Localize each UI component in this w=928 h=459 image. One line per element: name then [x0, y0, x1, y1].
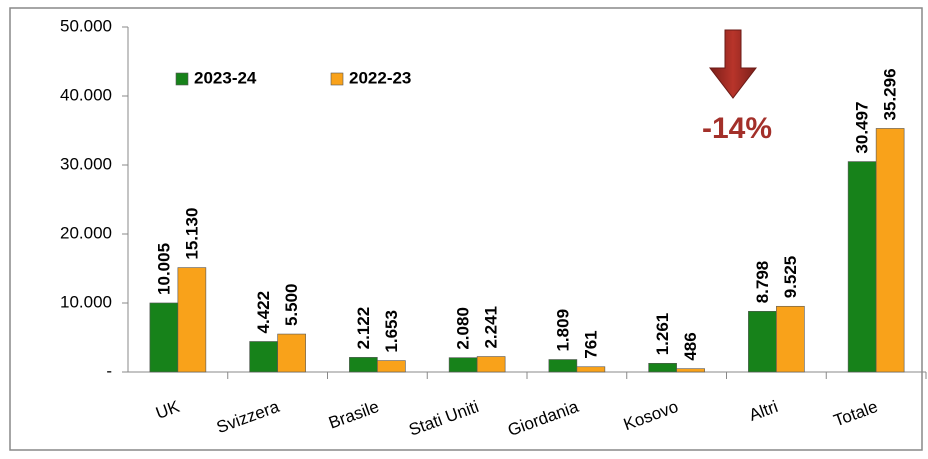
bar [448, 357, 478, 373]
legend-swatch [330, 72, 344, 86]
bar [277, 333, 306, 373]
y-tick-label: 50.000 [60, 16, 112, 35]
y-tick-label: 10.000 [60, 292, 112, 311]
bar [776, 305, 805, 373]
value-label: 10.005 [154, 243, 173, 295]
value-label: 4.422 [254, 291, 273, 334]
value-label: 1.261 [653, 313, 672, 356]
bar [847, 161, 877, 373]
value-label: 8.798 [753, 261, 772, 304]
bar [377, 360, 406, 373]
value-label: 2.122 [354, 307, 373, 350]
bar [476, 356, 506, 373]
bar [875, 128, 905, 373]
value-label: 35.296 [881, 68, 900, 120]
y-tick-label: 20.000 [60, 223, 112, 242]
y-tick-label: 40.000 [60, 85, 112, 104]
bar [349, 357, 378, 373]
value-label: 1.809 [553, 309, 572, 352]
value-label: 2.080 [454, 307, 473, 350]
bar [648, 362, 677, 373]
value-label: 15.130 [182, 208, 201, 260]
value-label: 9.525 [781, 256, 800, 299]
value-label: 761 [581, 330, 600, 358]
value-label: 1.653 [382, 310, 401, 353]
legend-label: 2023-24 [194, 68, 257, 87]
value-label: 5.500 [282, 284, 301, 327]
chart-border [9, 7, 923, 451]
bar [249, 341, 278, 373]
value-label: 30.497 [853, 102, 872, 154]
bar [576, 366, 606, 373]
bar [748, 310, 777, 373]
bar [149, 302, 179, 373]
y-tick-label: - [106, 361, 112, 380]
value-label: 486 [681, 332, 700, 360]
annotation: -14% [702, 112, 772, 145]
down-arrow [708, 29, 758, 99]
y-tick-label: 30.000 [60, 154, 112, 173]
value-label: 2.241 [482, 306, 501, 349]
legend-swatch [175, 72, 189, 86]
legend-label: 2022-23 [349, 68, 411, 87]
bar [676, 368, 705, 373]
bar [548, 359, 578, 373]
bar [177, 267, 207, 373]
